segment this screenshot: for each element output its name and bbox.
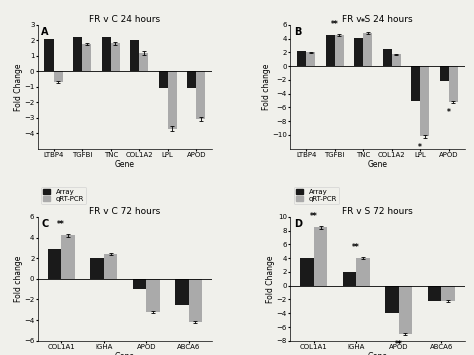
Legend: Array, qRT-PCR: Array, qRT-PCR (294, 187, 339, 204)
Title: FR v S 72 hours: FR v S 72 hours (342, 207, 413, 216)
Bar (399, 286, 412, 334)
Bar (411, 66, 420, 100)
Bar (383, 49, 392, 66)
Bar (54, 71, 63, 82)
Text: **: ** (352, 243, 360, 252)
Text: **: ** (331, 20, 338, 29)
Legend: Array, qRT-PCR: Array, qRT-PCR (41, 187, 86, 204)
Text: D: D (294, 219, 302, 229)
Bar (335, 35, 344, 66)
Bar (82, 44, 91, 71)
Bar (385, 286, 399, 313)
Title: FR v C 72 hours: FR v C 72 hours (90, 207, 161, 216)
Bar (420, 66, 429, 136)
Bar (168, 71, 177, 129)
Bar (300, 258, 314, 286)
Bar (45, 39, 54, 71)
Bar (111, 43, 120, 71)
Bar (343, 272, 356, 286)
Bar (326, 35, 335, 66)
Bar (314, 227, 328, 286)
Bar (48, 249, 61, 279)
Bar (196, 71, 205, 119)
Bar (392, 54, 401, 66)
Bar (297, 51, 306, 66)
Bar (130, 40, 139, 71)
Bar (356, 258, 370, 286)
Bar (449, 66, 458, 102)
Bar (187, 71, 196, 88)
Bar (175, 279, 189, 305)
Bar (73, 37, 82, 71)
Y-axis label: Fold Change: Fold Change (14, 63, 23, 110)
Bar (146, 279, 160, 312)
Title: FR v C 24 hours: FR v C 24 hours (90, 15, 161, 24)
Y-axis label: Fold Change: Fold Change (266, 255, 275, 302)
X-axis label: Gene: Gene (115, 352, 135, 355)
Text: *: * (361, 18, 365, 27)
Bar (90, 258, 104, 279)
Text: C: C (41, 219, 49, 229)
Bar (159, 71, 168, 88)
Bar (440, 66, 449, 81)
Bar (306, 53, 315, 66)
Bar (354, 38, 363, 66)
Bar (61, 235, 75, 279)
Text: B: B (294, 27, 301, 37)
X-axis label: Gene: Gene (367, 352, 387, 355)
Title: FR v S 24 hours: FR v S 24 hours (342, 15, 413, 24)
Bar (363, 33, 372, 66)
Bar (104, 254, 118, 279)
X-axis label: Gene: Gene (367, 160, 387, 169)
Text: **: ** (57, 220, 65, 229)
Bar (133, 279, 146, 289)
Bar (139, 53, 148, 71)
Text: *: * (447, 108, 451, 117)
Text: A: A (41, 27, 49, 37)
Text: *: * (419, 143, 422, 152)
Bar (441, 286, 455, 301)
Bar (189, 279, 202, 322)
Text: **: ** (310, 212, 318, 221)
X-axis label: Gene: Gene (115, 160, 135, 169)
Text: **: ** (395, 340, 402, 349)
Bar (428, 286, 441, 301)
Bar (101, 37, 111, 71)
Y-axis label: Fold change: Fold change (262, 64, 271, 110)
Y-axis label: Fold change: Fold change (14, 256, 23, 302)
